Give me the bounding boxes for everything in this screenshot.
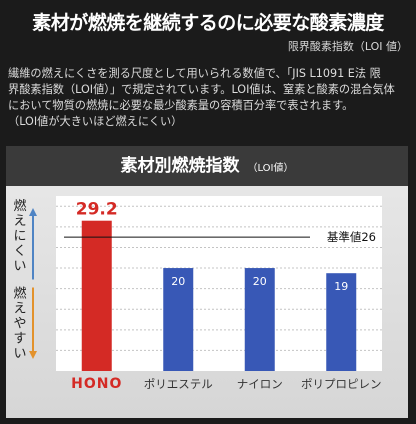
bar [326,273,357,371]
chart-subtitle: （LOI値） [247,163,294,174]
chart-header: 素材別燃焼指数 （LOI値） [6,146,408,186]
category-label: ポリエステル [144,377,213,391]
category-label: ナイロン [237,377,283,391]
description-line: において物質の燃焼に必要な最少酸素量の容積百分率で表されます。 [8,99,354,112]
page-title: 素材が燃焼を継続するのに必要な酸素濃度 [32,12,384,34]
bar-value-label: 19 [334,280,348,293]
description-line: 繊維の燃えにくさを測る尺度として用いられる数値で、「JIS L1091 E法 限 [8,67,381,80]
page-subtitle: 限界酸素指数（LOI 値） [287,40,408,53]
bar-value-label: 20 [253,275,267,288]
description-line: （LOI値が大きいほど燃えにくい） [8,115,183,128]
axis-annotation-top: 燃えにくい [13,198,26,274]
category-label: ポリプロピレン [301,377,382,391]
bar-value-label: 20 [171,275,185,288]
bar-value-label: 29.2 [76,200,118,220]
description: 繊維の燃えにくさを測る尺度として用いられる数値で、「JIS L1091 E法 限… [8,66,410,130]
chart-panel: 素材別燃焼指数 （LOI値） 29.2 HONO 20 ポリエステル 20 ナイロン 19 ポリ… [6,146,408,418]
bar [81,220,112,371]
description-line: 界酸素指数（LOI値）」で規定されています。LOI値は、窒素と酸素の混合気体 [8,83,395,96]
chart-title: 素材別燃焼指数 [120,156,240,176]
bar [163,268,194,371]
category-label: HONO [71,376,122,392]
axis-annotation-bottom: 燃えやすい [13,286,26,362]
arrow-up-icon [29,208,37,216]
bar [244,268,275,371]
bar-chart: 29.2 HONO 20 ポリエステル 20 ナイロン 19 ポリプロピレン 基準値26 燃えにく… [13,196,382,392]
reference-line-label: 基準値26 [327,230,376,244]
arrow-down-icon [29,351,37,359]
